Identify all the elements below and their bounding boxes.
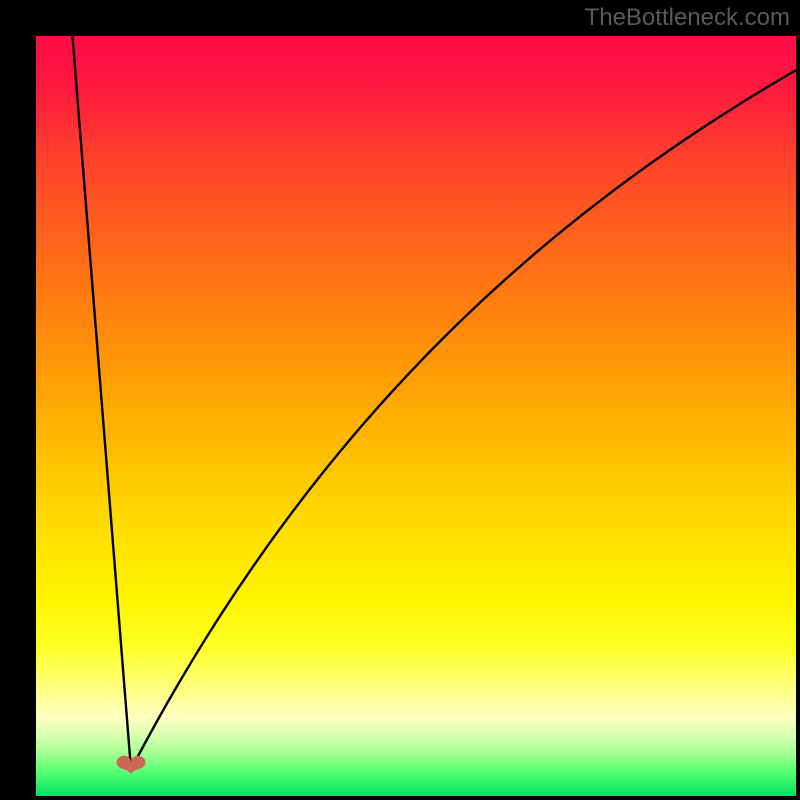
gradient-background: [36, 36, 796, 796]
chart-container: TheBottleneck.com: [0, 0, 800, 800]
bottleneck-chart-svg: [0, 0, 800, 800]
watermark-text: TheBottleneck.com: [585, 4, 790, 32]
